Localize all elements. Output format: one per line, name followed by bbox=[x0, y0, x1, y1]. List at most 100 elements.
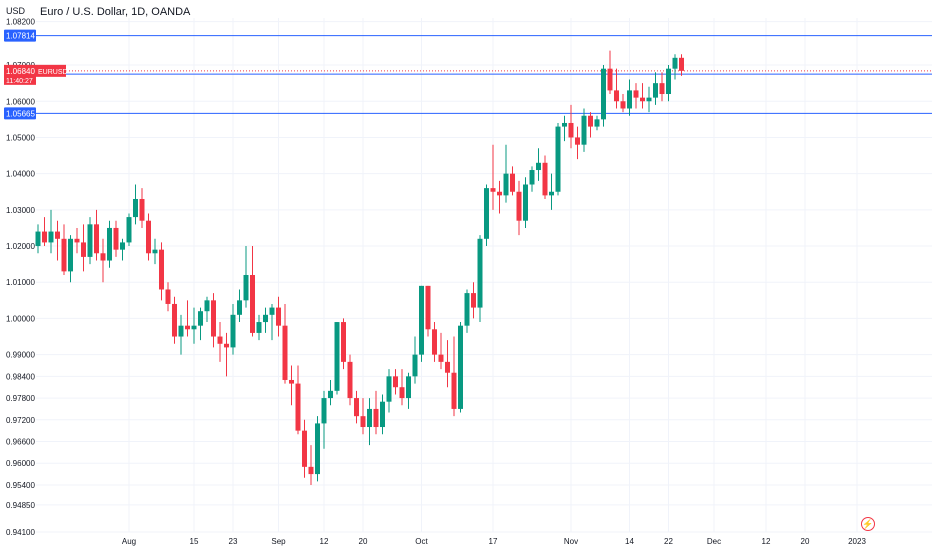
candle-body bbox=[198, 311, 203, 326]
candle-body bbox=[289, 379, 294, 384]
candle-body bbox=[87, 224, 93, 257]
candle-body bbox=[568, 122, 574, 138]
candle-body bbox=[347, 361, 353, 399]
x-tick-label: 12 bbox=[320, 537, 329, 546]
x-tick-label: 17 bbox=[489, 537, 498, 546]
candle-body bbox=[74, 238, 80, 243]
candle-body bbox=[282, 325, 288, 380]
candle-body bbox=[373, 408, 379, 428]
x-tick-label: 22 bbox=[664, 537, 673, 546]
candle-body bbox=[211, 300, 216, 337]
x-tick-label: 12 bbox=[762, 537, 771, 546]
candle-body bbox=[581, 115, 587, 145]
candle-body bbox=[217, 336, 223, 344]
candle-body bbox=[484, 188, 489, 239]
candle-body bbox=[81, 242, 86, 257]
symbol-badge bbox=[36, 64, 66, 77]
chart-title: Euro / U.S. Dollar, 1D, OANDA bbox=[40, 6, 191, 18]
x-tick-label: 20 bbox=[801, 537, 810, 546]
hline-price-badge bbox=[4, 107, 36, 120]
candle-body bbox=[250, 275, 255, 333]
y-tick-label: 0.94850 bbox=[6, 501, 35, 510]
candle-body bbox=[100, 253, 106, 261]
candle-body bbox=[477, 238, 483, 308]
y-tick-label: 1.01000 bbox=[6, 278, 35, 287]
candle-body bbox=[133, 198, 138, 218]
hline-price-badge bbox=[4, 29, 36, 42]
candle-body bbox=[165, 289, 171, 304]
candle-body bbox=[315, 423, 320, 475]
y-tick-label: 0.98400 bbox=[6, 372, 35, 381]
hline-price-label: 1.07814 bbox=[6, 32, 35, 41]
y-tick-label: 0.97800 bbox=[6, 394, 35, 403]
candle-body bbox=[679, 57, 684, 71]
candle-body bbox=[152, 249, 158, 254]
hline-price-label: 1.05665 bbox=[6, 109, 35, 118]
candle-body bbox=[555, 126, 561, 192]
candle-body bbox=[224, 343, 229, 348]
candle-body bbox=[562, 122, 567, 127]
candle-body bbox=[627, 90, 632, 109]
candle-body bbox=[237, 300, 242, 315]
candle-body bbox=[640, 97, 645, 102]
x-tick-label: 2023 bbox=[848, 537, 866, 546]
candle-body bbox=[601, 68, 606, 120]
candle-body bbox=[94, 224, 99, 254]
candle-body bbox=[42, 231, 47, 243]
y-tick-label: 1.02000 bbox=[6, 242, 35, 251]
candle-body bbox=[523, 184, 528, 221]
candle-body bbox=[406, 376, 411, 399]
y-tick-label: 1.06000 bbox=[6, 97, 35, 106]
candle-body bbox=[269, 307, 275, 315]
x-tick-label: Dec bbox=[707, 537, 721, 546]
candle-body bbox=[276, 307, 281, 326]
candle-body bbox=[653, 83, 658, 98]
candle-body bbox=[341, 322, 346, 362]
candle-body bbox=[646, 97, 652, 102]
candle-body bbox=[503, 173, 509, 196]
horizontal-lines bbox=[36, 35, 932, 114]
candle-body bbox=[620, 101, 626, 109]
candle-body bbox=[516, 191, 522, 221]
candle-body bbox=[659, 83, 665, 95]
candle-body bbox=[360, 416, 366, 428]
x-axis: Aug 15 23 Sep 12 20 Oct 17 Nov 14 22 Dec 12 20 2023 bbox=[122, 537, 867, 546]
candle-body bbox=[126, 217, 132, 243]
x-tick-label: Aug bbox=[122, 537, 136, 546]
x-tick-label: 20 bbox=[359, 537, 368, 546]
candle-body bbox=[120, 242, 125, 250]
candle-body bbox=[594, 119, 600, 127]
candle-body bbox=[178, 325, 184, 337]
candle-body bbox=[510, 173, 515, 192]
lightning-bolt-icon[interactable]: ⚡ bbox=[861, 517, 875, 531]
candle-body bbox=[68, 238, 73, 272]
candle-body bbox=[367, 408, 372, 428]
y-tick-label: 0.95400 bbox=[6, 481, 35, 490]
candle-body bbox=[302, 430, 307, 467]
last-price-badge bbox=[4, 64, 36, 85]
candle-body bbox=[380, 401, 385, 428]
candle-body bbox=[399, 387, 405, 399]
candle-body bbox=[672, 57, 678, 69]
candle-body bbox=[419, 285, 424, 355]
candle-body bbox=[263, 314, 268, 323]
candle-body bbox=[386, 376, 392, 402]
candle-body bbox=[458, 325, 463, 409]
currency-unit: USD bbox=[6, 6, 26, 16]
candle-body bbox=[55, 231, 60, 239]
y-tick-label: 0.96600 bbox=[6, 438, 35, 447]
candle-body bbox=[438, 354, 444, 362]
candle-body bbox=[159, 249, 164, 290]
candle-body bbox=[536, 162, 541, 171]
candle-body bbox=[191, 325, 197, 330]
candle-body bbox=[464, 293, 470, 326]
candle-body bbox=[139, 198, 145, 221]
y-tick-label: 0.99000 bbox=[6, 351, 35, 360]
candle-body bbox=[185, 325, 190, 330]
candle-body bbox=[412, 354, 418, 377]
candle-body bbox=[542, 162, 548, 196]
y-tick-label: 1.00000 bbox=[6, 314, 35, 323]
candle-body bbox=[393, 376, 398, 388]
candle-body bbox=[328, 390, 333, 399]
